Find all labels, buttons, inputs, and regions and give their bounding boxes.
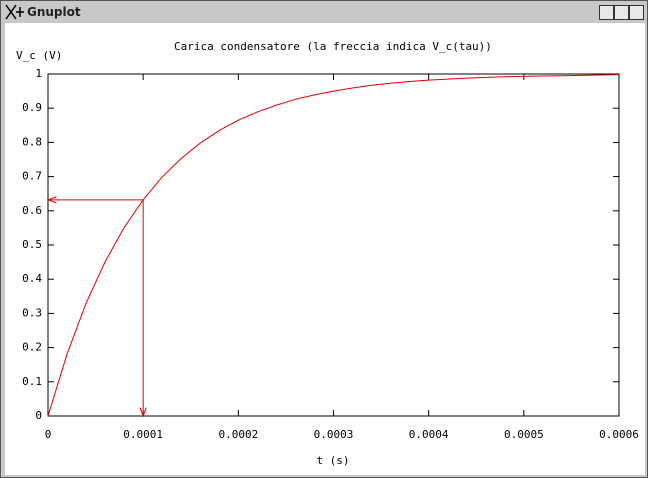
x-axis-label: t (s) xyxy=(316,454,349,467)
y-tick-label: 0.8 xyxy=(22,135,42,148)
x-tick-label: 0.0004 xyxy=(409,428,449,441)
app-icon xyxy=(5,4,24,20)
x-tick-label: 0 xyxy=(45,428,52,441)
y-tick-label: 0.5 xyxy=(22,238,42,251)
y-tick-label: 0.4 xyxy=(22,272,42,285)
y-tick-label: 0.3 xyxy=(22,306,42,319)
x-tick-label: 0.0003 xyxy=(314,428,354,441)
maximize-button[interactable] xyxy=(614,5,629,20)
arrow-head xyxy=(139,407,147,418)
y-tick-label: 0.9 xyxy=(22,101,42,114)
y-tick-label: 0 xyxy=(35,409,42,422)
title-bar: Gnuplot xyxy=(3,3,645,21)
x-tick-label: 0.0001 xyxy=(123,428,163,441)
chart: Carica condensatore (la freccia indica V… xyxy=(5,23,645,475)
y-tick-label: 0.6 xyxy=(22,204,42,217)
y-axis-label: V_c (V) xyxy=(16,49,62,62)
arrow-head xyxy=(46,196,57,204)
y-tick-label: 1 xyxy=(35,67,42,80)
x-tick-label: 0.0006 xyxy=(599,428,639,441)
data-line xyxy=(47,74,620,417)
plot-border xyxy=(47,73,620,417)
chart-title: Carica condensatore (la freccia indica V… xyxy=(174,40,492,53)
window-title: Gnuplot xyxy=(27,5,81,19)
y-tick-label: 0.1 xyxy=(22,375,42,388)
y-tick-label: 0.2 xyxy=(22,341,42,354)
minimize-button[interactable] xyxy=(599,5,614,20)
y-tick-label: 0.7 xyxy=(22,170,42,183)
x-tick-label: 0.0002 xyxy=(218,428,258,441)
close-button[interactable] xyxy=(629,5,644,20)
x-tick-label: 0.0005 xyxy=(504,428,544,441)
